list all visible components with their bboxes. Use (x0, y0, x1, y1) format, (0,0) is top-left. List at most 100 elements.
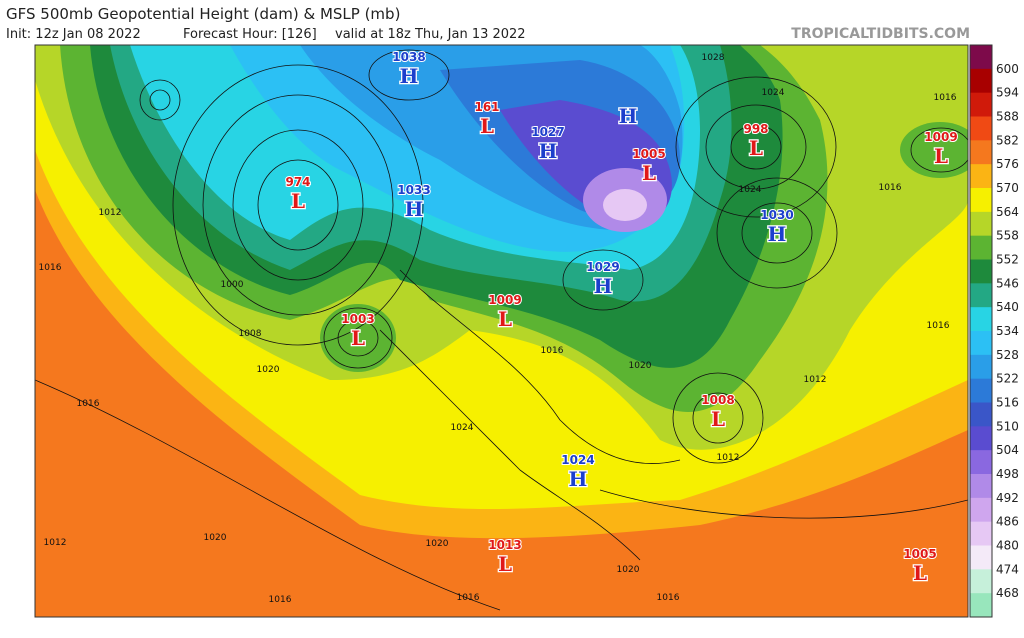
colorbar-swatch (970, 259, 992, 284)
pressure-value: 1003 (341, 312, 374, 326)
isobar-label: 1016 (39, 263, 62, 273)
isobar-label: 1016 (927, 321, 950, 331)
pressure-center: H (768, 222, 787, 246)
colorbar-swatch (970, 593, 992, 618)
colorbar-swatch (970, 545, 992, 570)
colorbar-swatch (970, 521, 992, 546)
pressure-center: H (594, 274, 613, 298)
colorbar-label: 504 (996, 443, 1019, 457)
pressure-center: H (569, 467, 588, 491)
colorbar-label: 516 (996, 396, 1019, 410)
isobar-label: 1024 (739, 185, 762, 195)
pressure-center: L (291, 189, 305, 213)
pressure-value: 1005 (632, 147, 665, 161)
colorbar-label: 492 (996, 491, 1019, 505)
colorbar-label: 582 (996, 133, 1019, 147)
colorbar-label: 570 (996, 181, 1019, 195)
pressure-value: 1029 (586, 260, 619, 274)
colorbar-swatch (970, 450, 992, 475)
pressure-value: 1005 (903, 547, 936, 561)
isobar-label: 1024 (762, 88, 785, 98)
pressure-value: 1024 (561, 453, 594, 467)
colorbar-swatch (970, 354, 992, 380)
isobar-label: 1028 (702, 53, 725, 63)
colorbar-swatch (970, 569, 992, 594)
colorbar-swatch (970, 497, 992, 523)
colorbar-label: 468 (996, 586, 1019, 600)
isobar-label: 1024 (451, 423, 474, 433)
isobar-label: 1020 (629, 361, 652, 371)
pressure-center: L (913, 561, 927, 585)
colorbar-label: 534 (996, 324, 1019, 338)
pressure-center: L (480, 114, 494, 138)
pressure-value: 1008 (701, 393, 734, 407)
colorbar-swatch (970, 235, 992, 260)
pressure-value: 998 (743, 122, 768, 136)
pressure-center: H (405, 197, 424, 221)
pressure-center: L (642, 161, 656, 185)
colorbar-label: 522 (996, 372, 1019, 386)
isobar-label: 1012 (717, 453, 740, 463)
colorbar-swatch (970, 283, 992, 308)
isobar-label: 1016 (879, 183, 902, 193)
colorbar-label: 540 (996, 300, 1019, 314)
colorbar-swatch (970, 402, 992, 427)
colorbar-label: 528 (996, 348, 1019, 362)
pressure-value: 161 (474, 100, 499, 114)
pressure-value: 1027 (531, 125, 564, 139)
colorbar-swatch (970, 45, 992, 70)
pressure-center: L (498, 307, 512, 331)
colorbar-swatch (970, 307, 992, 332)
colorbar-label: 546 (996, 276, 1019, 290)
colorbar-swatch (970, 211, 992, 237)
pressure-value: 1013 (488, 538, 521, 552)
colorbar-swatch (970, 140, 992, 165)
colorbar-label: 474 (996, 562, 1019, 576)
title: GFS 500mb Geopotential Height (dam) & MS… (6, 5, 400, 23)
pressure-center: L (351, 326, 365, 350)
isobar-label: 1000 (221, 280, 244, 290)
colorbar-label: 600 (996, 62, 1019, 76)
isobar-label: 1016 (657, 593, 680, 603)
colorbar-label: 552 (996, 253, 1019, 267)
isobar-label: 1008 (239, 329, 262, 339)
isobar-label: 1020 (204, 533, 227, 543)
colorbar-swatch (970, 331, 992, 356)
pressure-value: 1009 (924, 130, 957, 144)
pressure-center: H (400, 64, 419, 88)
colorbar-label: 498 (996, 467, 1019, 481)
colorbar-label: 576 (996, 157, 1019, 171)
valid-time: valid at 18z Thu, Jan 13 2022 (335, 27, 526, 42)
colorbar-label: 480 (996, 539, 1019, 553)
isobar-label: 1012 (804, 375, 827, 385)
colorbar-label: 594 (996, 86, 1019, 100)
pressure-center: H (539, 139, 558, 163)
isobar-label: 1016 (541, 346, 564, 356)
forecast-hour: Forecast Hour: [126] (183, 27, 317, 42)
colorbar-label: 564 (996, 205, 1019, 219)
colorbar-swatch (970, 164, 992, 189)
colorbar-label: 588 (996, 110, 1019, 124)
colorbar-swatch (970, 378, 992, 403)
colorbar-frame (969, 44, 993, 618)
height-field (35, 45, 968, 617)
isobar-label: 1020 (617, 565, 640, 575)
isobar-label: 1016 (934, 93, 957, 103)
pressure-center: L (711, 407, 725, 431)
isobar-label: 1016 (77, 399, 100, 409)
isobar-label: 1016 (457, 593, 480, 603)
colorbar-swatch (970, 68, 992, 94)
colorbar-label: 558 (996, 229, 1019, 243)
pressure-center: L (749, 136, 763, 160)
colorbar-swatch (970, 426, 992, 451)
pressure-value: 1038 (392, 50, 425, 64)
credit: TROPICALTIDBITS.COM (791, 26, 970, 42)
pressure-value: 974 (285, 175, 310, 189)
colorbar-label: 486 (996, 515, 1019, 529)
pressure-center: L (498, 552, 512, 576)
pressure-value: 1033 (397, 183, 430, 197)
init-time: Init: 12z Jan 08 2022 (6, 27, 141, 42)
colorbar-swatch (970, 188, 992, 213)
